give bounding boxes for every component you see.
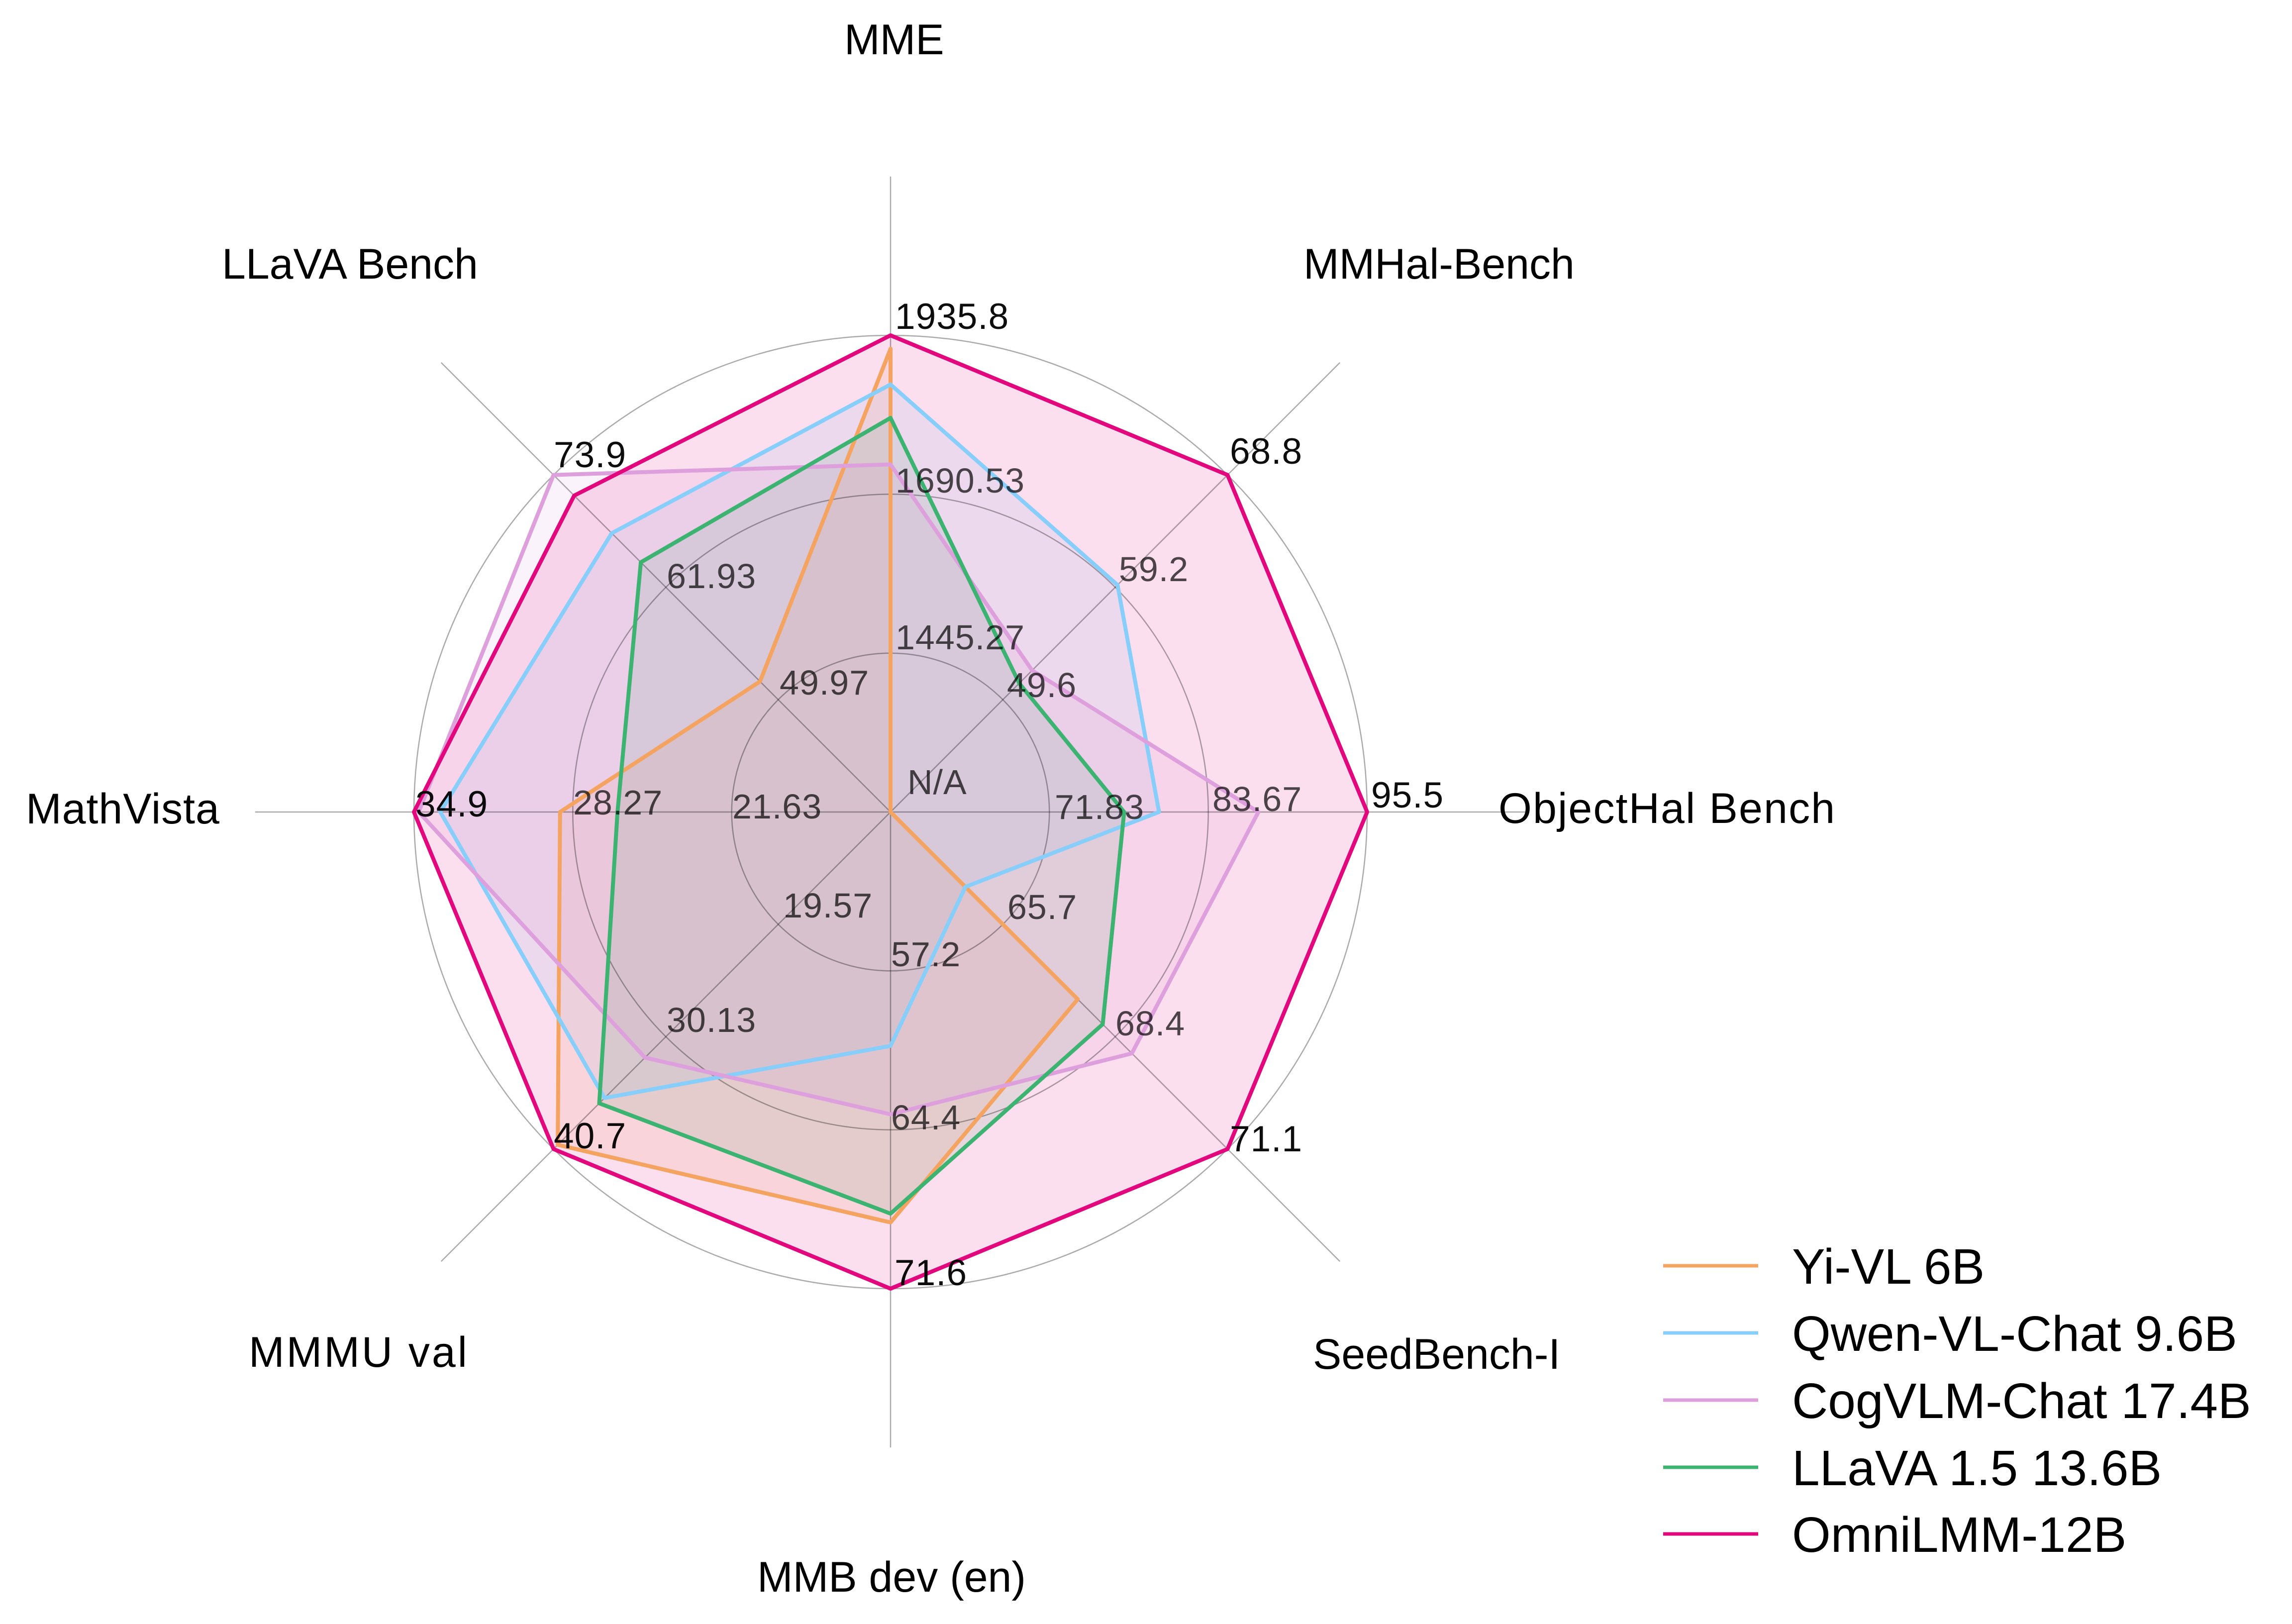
svg-text:34.9: 34.9 [415, 784, 488, 824]
svg-text:Yi-VL 6B: Yi-VL 6B [1792, 1239, 1985, 1295]
svg-text:95.5: 95.5 [1371, 775, 1444, 815]
svg-text:68.4: 68.4 [1115, 1004, 1185, 1043]
svg-text:28.27: 28.27 [573, 783, 663, 822]
svg-text:30.13: 30.13 [667, 1001, 756, 1039]
svg-text:1690.53: 1690.53 [896, 461, 1025, 500]
svg-text:Qwen-VL-Chat 9.6B: Qwen-VL-Chat 9.6B [1792, 1306, 2237, 1362]
svg-text:59.2: 59.2 [1119, 550, 1189, 589]
svg-text:68.8: 68.8 [1230, 431, 1302, 472]
svg-text:MME: MME [844, 16, 944, 64]
svg-text:57.2: 57.2 [891, 935, 961, 974]
svg-text:49.97: 49.97 [780, 663, 869, 702]
svg-text:OmniLMM-12B: OmniLMM-12B [1792, 1507, 2126, 1563]
svg-text:71.83: 71.83 [1055, 788, 1144, 826]
svg-text:MathVista: MathVista [26, 785, 220, 833]
svg-text:64.4: 64.4 [891, 1098, 961, 1137]
svg-text:49.6: 49.6 [1007, 666, 1077, 705]
svg-text:MMMU val: MMMU val [249, 1328, 469, 1376]
svg-text:SeedBench-I: SeedBench-I [1313, 1330, 1560, 1378]
svg-text:61.93: 61.93 [667, 557, 756, 596]
svg-text:71.1: 71.1 [1230, 1119, 1302, 1159]
svg-text:MMB dev (en): MMB dev (en) [757, 1553, 1026, 1601]
svg-text:LLaVA Bench: LLaVA Bench [222, 240, 478, 288]
svg-text:73.9: 73.9 [554, 435, 626, 475]
svg-text:MMHal-Bench: MMHal-Bench [1303, 240, 1575, 288]
svg-text:21.63: 21.63 [732, 787, 822, 826]
svg-text:19.57: 19.57 [783, 886, 873, 925]
svg-text:1935.8: 1935.8 [895, 297, 1009, 337]
svg-text:65.7: 65.7 [1007, 888, 1077, 926]
svg-text:N/A: N/A [907, 763, 967, 802]
svg-text:71.6: 71.6 [895, 1253, 967, 1293]
svg-text:1445.27: 1445.27 [896, 618, 1025, 657]
svg-text:LLaVA 1.5 13.6B: LLaVA 1.5 13.6B [1792, 1440, 2162, 1496]
svg-text:CogVLM-Chat 17.4B: CogVLM-Chat 17.4B [1792, 1373, 2251, 1429]
svg-text:83.67: 83.67 [1212, 780, 1302, 818]
svg-text:40.7: 40.7 [554, 1116, 626, 1156]
svg-text:ObjectHal Bench: ObjectHal Bench [1498, 785, 1836, 832]
